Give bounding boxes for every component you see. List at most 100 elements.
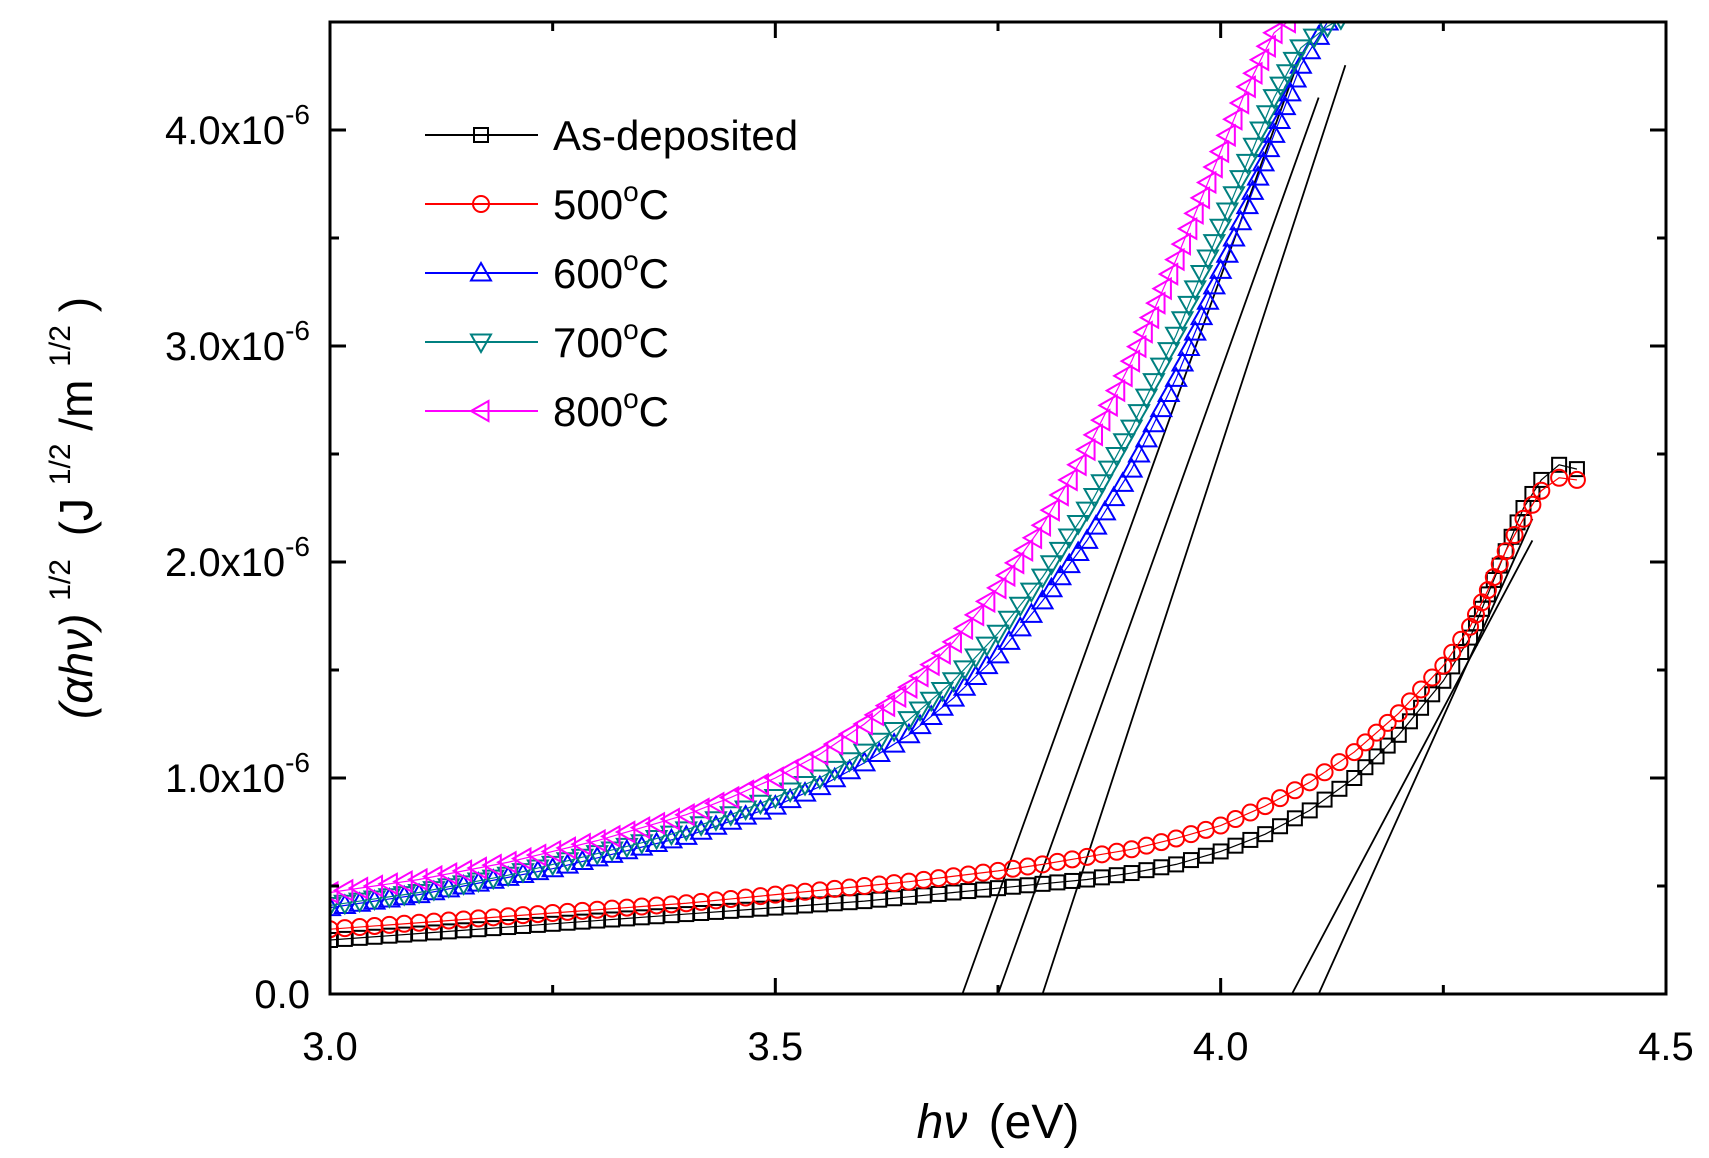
data-point [748, 799, 773, 820]
legend-label: As-deposited [553, 112, 798, 159]
data-point [659, 827, 684, 849]
data-point [952, 616, 974, 641]
data-point [1378, 713, 1397, 732]
data-point [629, 815, 651, 840]
data-point [1235, 75, 1256, 99]
data-point [930, 682, 955, 703]
data-point [1390, 726, 1407, 743]
data-point [1523, 495, 1542, 514]
data-point [496, 850, 517, 874]
data-point [585, 828, 606, 853]
data-point [781, 884, 800, 903]
data-point [1048, 541, 1073, 563]
data-point [1138, 305, 1160, 330]
legend-label-sup: o [623, 314, 639, 345]
data-point [674, 821, 698, 842]
x-axis-unit: (eV) [989, 1096, 1080, 1149]
data-point [1189, 304, 1214, 326]
data-point [807, 742, 829, 766]
legend-item: 800oC [425, 383, 669, 435]
legend-label: 800oC [553, 383, 669, 435]
data-point [952, 660, 977, 681]
data-point [793, 775, 817, 797]
data-point [1102, 485, 1126, 507]
data-point [1048, 483, 1069, 507]
data-point [1357, 759, 1374, 776]
legend-marker [472, 195, 490, 213]
data-point [963, 603, 985, 627]
data-point [1208, 218, 1233, 240]
y-tick-mantissa: 4.0x10 [165, 109, 285, 153]
y-tick-mantissa: 3.0x10 [165, 325, 285, 369]
data-point [1215, 123, 1236, 148]
y-axis-unit-exponent-2: 1/2 [44, 325, 77, 367]
fit-600C [1041, 64, 1347, 994]
data-point [510, 846, 532, 871]
x-axis-variable: hν [917, 1096, 968, 1149]
data-point [1196, 289, 1220, 310]
data-point [1021, 526, 1043, 550]
data-point [677, 894, 696, 913]
legend-label-sup: o [623, 176, 639, 207]
data-point [1262, 22, 1283, 45]
data-point [863, 703, 885, 727]
data-point [600, 824, 621, 849]
data-point [1211, 816, 1230, 835]
data-point [1151, 276, 1172, 301]
y-axis-quantity-exponent: 1/2 [44, 559, 77, 601]
data-point [1453, 644, 1470, 660]
data-point [897, 711, 921, 732]
data-point [1532, 481, 1551, 500]
data-point [997, 629, 1021, 650]
y-tick-labels: 0.01.0x10-62.0x10-63.0x10-64.0x10-6 [165, 99, 310, 1017]
data-point [380, 915, 399, 934]
data-point [733, 779, 755, 803]
data-point [1030, 568, 1055, 590]
series-line [330, 477, 1578, 930]
data-point [1262, 122, 1286, 143]
legend-label-main: 800 [553, 388, 623, 435]
data-point [1066, 515, 1090, 536]
data-point [1119, 457, 1144, 478]
data-point [555, 836, 577, 860]
data-point [885, 874, 904, 893]
data-point [1496, 542, 1515, 561]
data-point [1249, 121, 1273, 143]
data-point [630, 834, 654, 855]
data-point [1255, 105, 1280, 126]
data-point [1170, 232, 1191, 256]
data-point [1093, 499, 1117, 521]
series-1 [330, 468, 1586, 939]
data-point [1202, 273, 1227, 295]
data-point [1257, 136, 1281, 158]
legend-label-suffix: C [639, 388, 669, 435]
data-point [1157, 262, 1179, 286]
data-point [1273, 94, 1297, 116]
data-point [1235, 193, 1260, 215]
data-point [1242, 61, 1263, 86]
data-point [867, 732, 891, 754]
data-point [1228, 209, 1253, 231]
data-point [644, 811, 666, 836]
data-point [766, 885, 785, 904]
data-point [796, 882, 815, 901]
data-point [1514, 509, 1533, 528]
data-point [528, 905, 547, 924]
data-point [1110, 471, 1135, 492]
data-point [1316, 791, 1333, 808]
data-point [1269, 76, 1293, 98]
data-point [1331, 780, 1348, 797]
data-point [1533, 471, 1550, 488]
data-point [617, 898, 636, 917]
data-point [1228, 91, 1250, 115]
data-point [808, 769, 832, 791]
data-point [588, 900, 607, 919]
legend-marker [469, 333, 493, 355]
data-point [1275, 22, 1296, 34]
legend-marker [473, 127, 489, 143]
data-point [1434, 656, 1453, 675]
data-point [994, 563, 1016, 588]
data-point [855, 877, 874, 895]
data-point [1149, 357, 1174, 379]
fit-800C [961, 54, 1302, 994]
